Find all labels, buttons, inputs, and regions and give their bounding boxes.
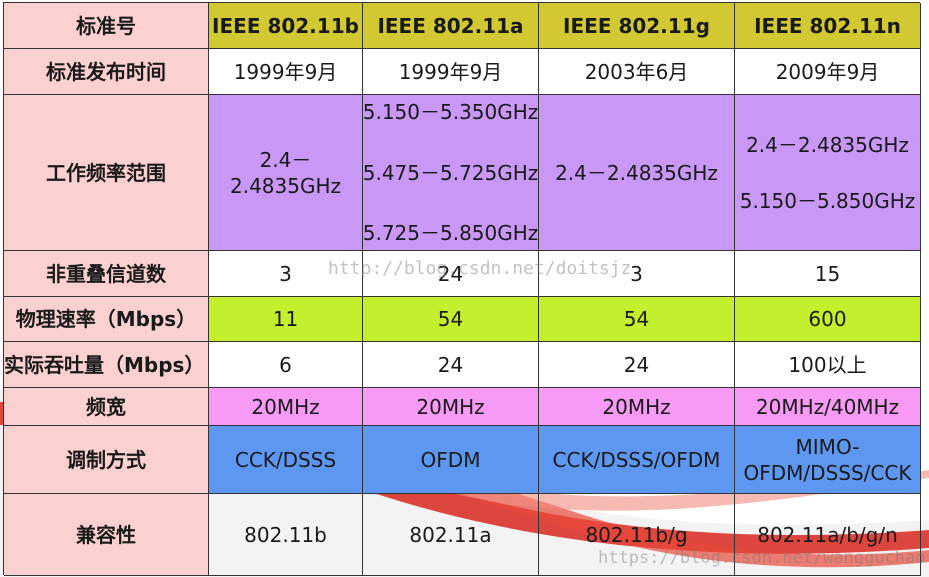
bandwidth-80211g: 20MHz (539, 388, 735, 426)
throughput-80211b: 6 (209, 342, 363, 388)
phy-rate-80211n: 600 (735, 297, 921, 342)
channels-80211g: 3 (539, 251, 735, 297)
header-standard-80211n: IEEE 802.11n (735, 3, 921, 49)
release-80211a: 1999年9月 (363, 49, 539, 95)
release-80211n: 2009年9月 (735, 49, 921, 95)
throughput-80211n: 100以上 (735, 342, 921, 388)
channels-80211b: 3 (209, 251, 363, 297)
release-80211g: 2003年6月 (539, 49, 735, 95)
header-label-cell: 标准号 (4, 3, 209, 49)
frequency-80211n: 2.4－2.4835GHz 5.150－5.850GHz (735, 95, 921, 251)
modulation-80211n: MIMO- OFDM/DSSS/CCK (735, 426, 921, 494)
throughput-80211a: 24 (363, 342, 539, 388)
compat-80211b: 802.11b (209, 494, 363, 576)
phy-rate-80211b: 11 (209, 297, 363, 342)
header-standard-80211g: IEEE 802.11g (539, 3, 735, 49)
bandwidth-80211b: 20MHz (209, 388, 363, 426)
frequency-80211n-band1: 2.4－2.4835GHz (746, 132, 909, 157)
frequency-80211b-line2: 2.4835GHz (229, 173, 341, 198)
row-label-modulation: 调制方式 (4, 426, 209, 494)
row-label-release: 标准发布时间 (4, 49, 209, 95)
frequency-80211b-line1: 2.4－ (259, 147, 312, 172)
modulation-80211n-line1: MIMO- (795, 434, 860, 459)
frequency-80211a-band1: 5.150－5.350GHz (363, 100, 539, 124)
modulation-80211b: CCK/DSSS (209, 426, 363, 494)
throughput-80211g: 24 (539, 342, 735, 388)
compat-80211a: 802.11a (363, 494, 539, 576)
frequency-80211g: 2.4－2.4835GHz (539, 95, 735, 251)
release-80211b: 1999年9月 (209, 49, 363, 95)
frequency-80211a-band2: 5.475－5.725GHz (363, 160, 539, 185)
frequency-80211a-band3: 5.725－5.850GHz (363, 221, 539, 245)
frequency-80211a: 5.150－5.350GHz 5.475－5.725GHz 5.725－5.85… (363, 95, 539, 251)
modulation-80211n-line2: OFDM/DSSS/CCK (743, 460, 912, 485)
header-standard-80211a: IEEE 802.11a (363, 3, 539, 49)
modulation-80211g: CCK/DSSS/OFDM (539, 426, 735, 494)
row-label-frequency: 工作频率范围 (4, 95, 209, 251)
channels-80211n: 15 (735, 251, 921, 297)
bandwidth-80211n: 20MHz/40MHz (735, 388, 921, 426)
row-label-bandwidth: 频宽 (4, 388, 209, 426)
row-label-compatibility: 兼容性 (4, 494, 209, 576)
compat-80211g: 802.11b/g (539, 494, 735, 576)
frequency-80211n-band2: 5.150－5.850GHz (739, 188, 916, 213)
row-label-phy-rate: 物理速率（Mbps） (4, 297, 209, 342)
wifi-standards-table: 标准号 IEEE 802.11b IEEE 802.11a IEEE 802.1… (3, 2, 921, 576)
compat-80211n: 802.11a/b/g/n (735, 494, 921, 576)
row-label-throughput: 实际吞吐量（Mbps） (4, 342, 209, 388)
header-standard-80211b: IEEE 802.11b (209, 3, 363, 49)
phy-rate-80211a: 54 (363, 297, 539, 342)
bandwidth-80211a: 20MHz (363, 388, 539, 426)
row-label-channels: 非重叠信道数 (4, 251, 209, 297)
modulation-80211a: OFDM (363, 426, 539, 494)
frequency-80211b: 2.4－ 2.4835GHz (209, 95, 363, 251)
phy-rate-80211g: 54 (539, 297, 735, 342)
channels-80211a: 24 (363, 251, 539, 297)
